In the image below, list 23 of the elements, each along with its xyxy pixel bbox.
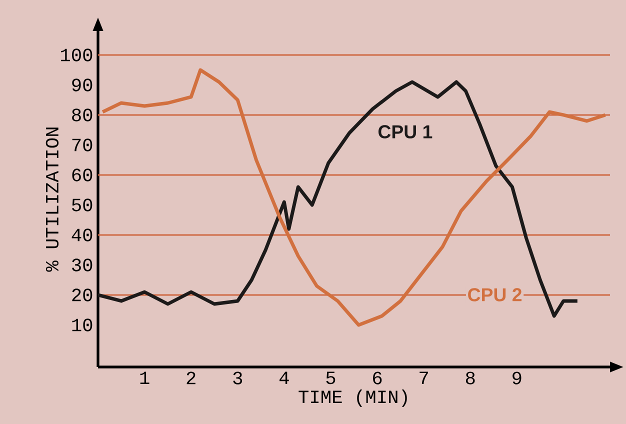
x-tick-label: 9: [512, 372, 522, 384]
x-tick-label: 8: [466, 372, 475, 384]
series-label: CPU 1: [378, 125, 432, 138]
y-tick-label: 30: [72, 258, 92, 272]
y-tick-label: 50: [72, 198, 92, 212]
x-tick-label: 7: [420, 372, 428, 384]
x-tick-label: 3: [233, 372, 242, 384]
y-tick-label: 40: [72, 228, 92, 242]
y-tick-label: 70: [72, 138, 92, 152]
x-tick-label: 6: [373, 372, 382, 384]
y-tick-label: 100: [61, 48, 92, 62]
y-tick-label: 10: [72, 318, 92, 332]
y-tick-label: 90: [72, 78, 92, 92]
x-tick-label: 4: [280, 372, 289, 384]
text: CPU 2: [468, 288, 522, 302]
y-tick-label: 60: [72, 168, 92, 182]
x-tick-label: 5: [326, 372, 336, 384]
x-tick-label: 1: [140, 372, 150, 384]
x-tick-label: 2: [186, 372, 196, 384]
y-axis-title: % UTILIZATION: [46, 128, 59, 272]
y-tick-label: 20: [72, 288, 92, 302]
y-tick-label: 80: [72, 108, 92, 122]
x-axis-title: TIME (MIN): [298, 390, 407, 407]
